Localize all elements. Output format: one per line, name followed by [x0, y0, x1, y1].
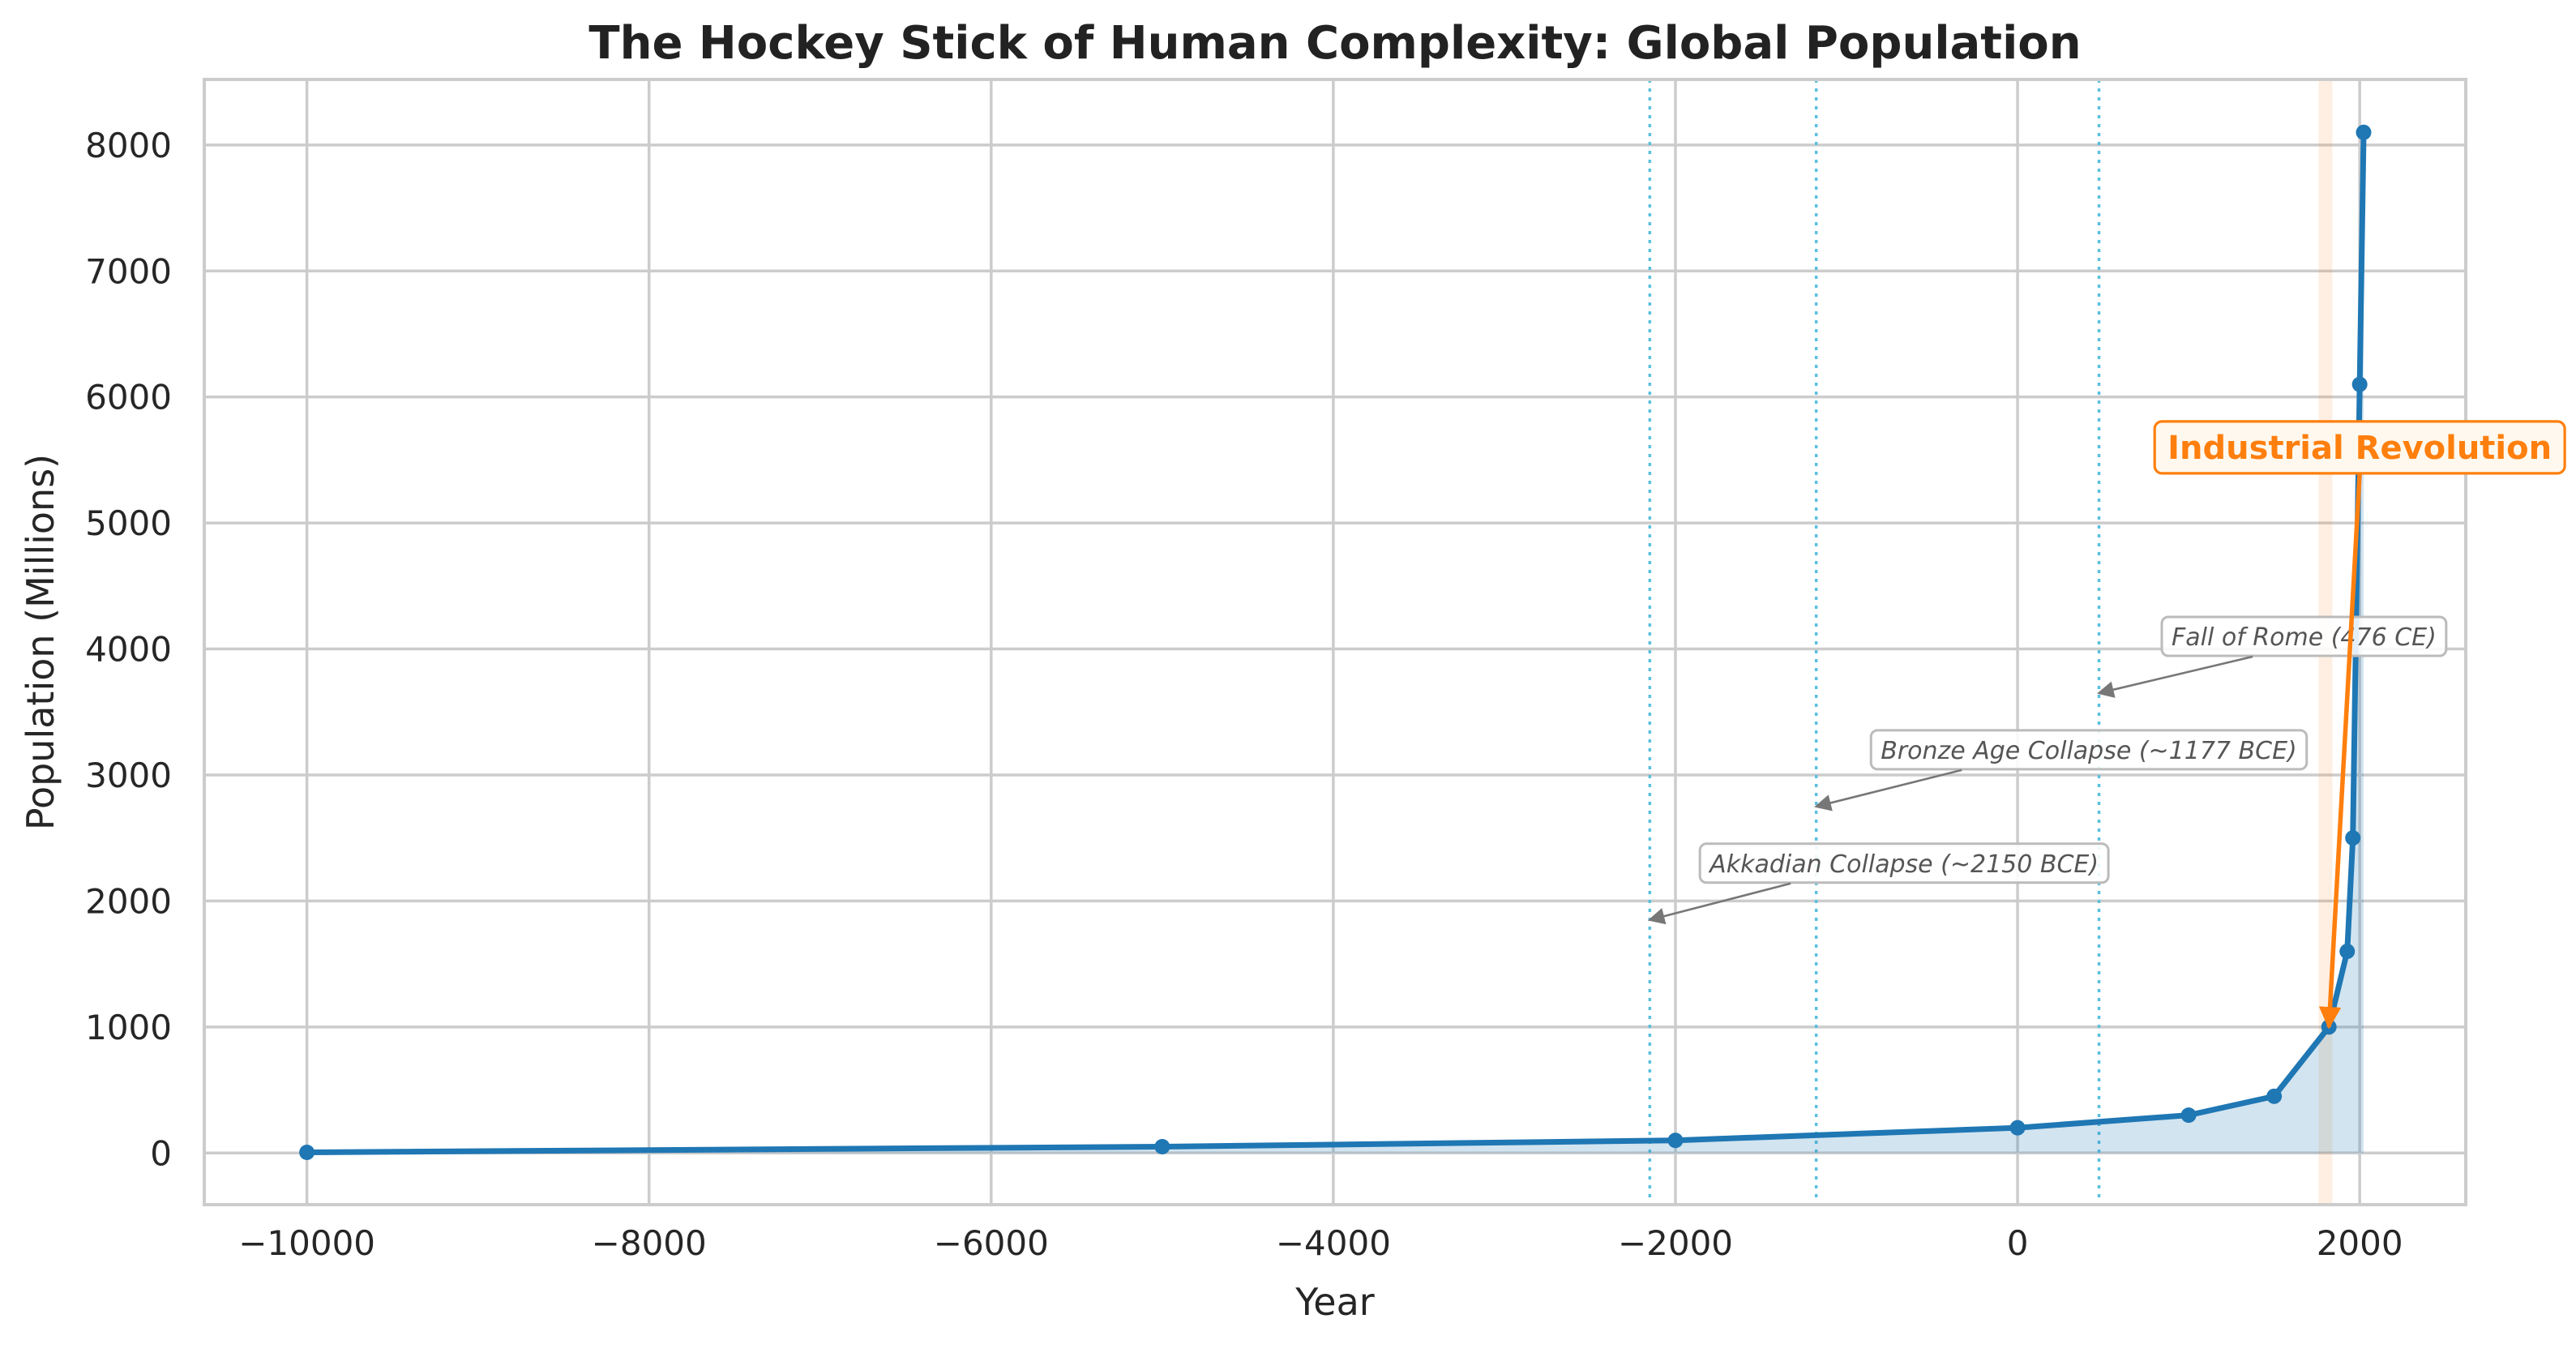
- event-annotation: Bronze Age Collapse (~1177 BCE): [1814, 729, 2309, 811]
- data-point: [2345, 830, 2361, 846]
- plot-frame: [203, 78, 2467, 1206]
- data-point: [2180, 1107, 2197, 1124]
- data-point: [2351, 376, 2368, 392]
- industrial-revolution-arrow: [2318, 473, 2362, 1030]
- y-tick-label: 4000: [85, 630, 172, 670]
- x-tick-label: −4000: [1276, 1223, 1391, 1263]
- y-tick-label: 6000: [85, 378, 172, 417]
- y-tick-label: 0: [150, 1133, 172, 1173]
- y-tick-label: 8000: [85, 126, 172, 165]
- annotation-box: [1698, 842, 2110, 884]
- data-point: [1667, 1132, 1684, 1149]
- annotation-arrow: [1647, 882, 1791, 925]
- series-area-fill: [306, 132, 2364, 1154]
- annotation-arrow: [1814, 769, 1962, 811]
- event-annotation: Akkadian Collapse (~2150 BCE): [1647, 842, 2110, 925]
- annotation-box: [1869, 729, 2309, 771]
- x-tick-label: 2000: [2317, 1223, 2403, 1263]
- y-axis-label: Population (Millions): [19, 454, 62, 830]
- x-tick-label: −10000: [238, 1223, 375, 1263]
- y-tick-label: 1000: [85, 1008, 172, 1047]
- data-point: [1154, 1139, 1170, 1155]
- annotation-box: [2160, 615, 2448, 657]
- data-point: [2356, 124, 2372, 140]
- data-point: [2009, 1120, 2026, 1136]
- industrial-revolution-annotation: Industrial Revolution: [2153, 420, 2566, 1030]
- series-line: [304, 129, 2367, 1155]
- annotation-label: Fall of Rome (476 CE): [2172, 623, 2437, 652]
- annotation-label: Akkadian Collapse (~2150 BCE): [1708, 850, 2099, 879]
- data-point: [299, 1144, 315, 1160]
- y-tick-label: 2000: [85, 881, 172, 921]
- chart-title: The Hockey Stick of Human Complexity: Gl…: [588, 17, 2081, 70]
- annotation-label: Bronze Age Collapse (~1177 BCE): [1881, 737, 2297, 765]
- data-point: [2339, 944, 2356, 960]
- x-tick-label: −2000: [1618, 1223, 1733, 1263]
- y-tick-label: 7000: [85, 251, 172, 291]
- y-tick-label: 5000: [85, 503, 172, 543]
- y-tick-label: 3000: [85, 756, 172, 795]
- gridlines: [204, 79, 2466, 1205]
- x-tick-label: −6000: [934, 1223, 1049, 1263]
- annotation-arrow: [2096, 655, 2253, 698]
- industrial-revolution-label: Industrial Revolution: [2167, 430, 2552, 467]
- x-tick-label: 0: [2007, 1223, 2029, 1263]
- data-point: [2266, 1088, 2283, 1104]
- x-tick-label: −8000: [592, 1223, 707, 1263]
- x-axis-label: Year: [1294, 1280, 1374, 1324]
- event-annotation: Fall of Rome (476 CE): [2096, 615, 2448, 698]
